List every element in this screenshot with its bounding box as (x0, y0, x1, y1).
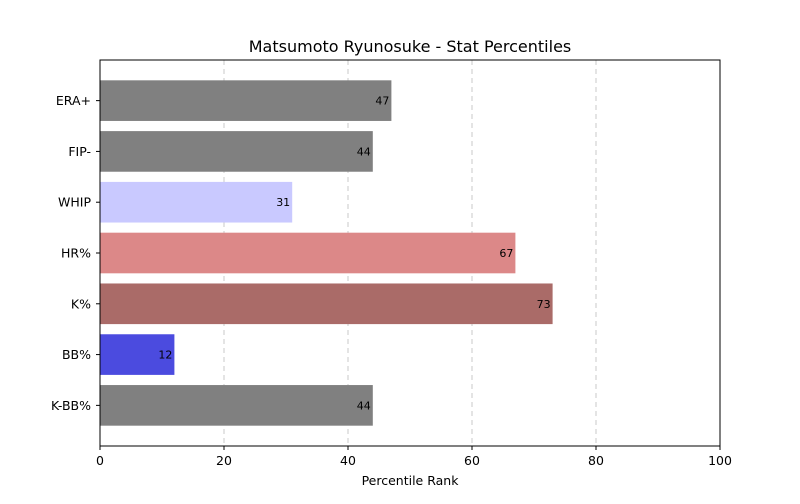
x-tick-label: 100 (708, 453, 732, 468)
y-tick-label: HR% (61, 246, 91, 261)
bar-value-label: 31 (276, 196, 290, 209)
bar (100, 232, 516, 274)
y-tick-label: K% (71, 296, 91, 311)
x-tick-label: 0 (96, 453, 104, 468)
y-tick-label: K-BB% (51, 398, 91, 413)
x-axis-label: Percentile Rank (362, 473, 460, 488)
x-tick-label: 40 (340, 453, 356, 468)
bar-value-label: 44 (357, 399, 371, 412)
bar (100, 334, 175, 375)
bar (100, 181, 293, 223)
bar-value-label: 73 (537, 298, 551, 311)
bar-value-label: 12 (158, 349, 172, 362)
y-axis: ERA+ FIP- WHIP HR% K% BB% K-BB% (51, 93, 100, 413)
x-tick-label: 80 (588, 453, 604, 468)
x-tick-label: 60 (464, 453, 480, 468)
x-axis: 0 20 40 60 80 100 (96, 446, 732, 468)
bar-value-label: 67 (499, 247, 513, 260)
y-tick-label: ERA+ (56, 93, 91, 108)
bar (100, 131, 373, 172)
bars: 47 44 31 67 73 12 44 (100, 80, 553, 426)
chart-title: Matsumoto Ryunosuke - Stat Percentiles (249, 37, 572, 56)
y-tick-label: WHIP (58, 195, 91, 210)
x-tick-label: 20 (216, 453, 232, 468)
bar-value-label: 44 (357, 145, 371, 158)
bar-value-label: 47 (375, 95, 389, 108)
y-tick-label: BB% (62, 347, 91, 362)
bar (100, 385, 373, 426)
y-tick-label: FIP- (68, 144, 91, 159)
bar (100, 283, 553, 325)
bar (100, 80, 392, 121)
